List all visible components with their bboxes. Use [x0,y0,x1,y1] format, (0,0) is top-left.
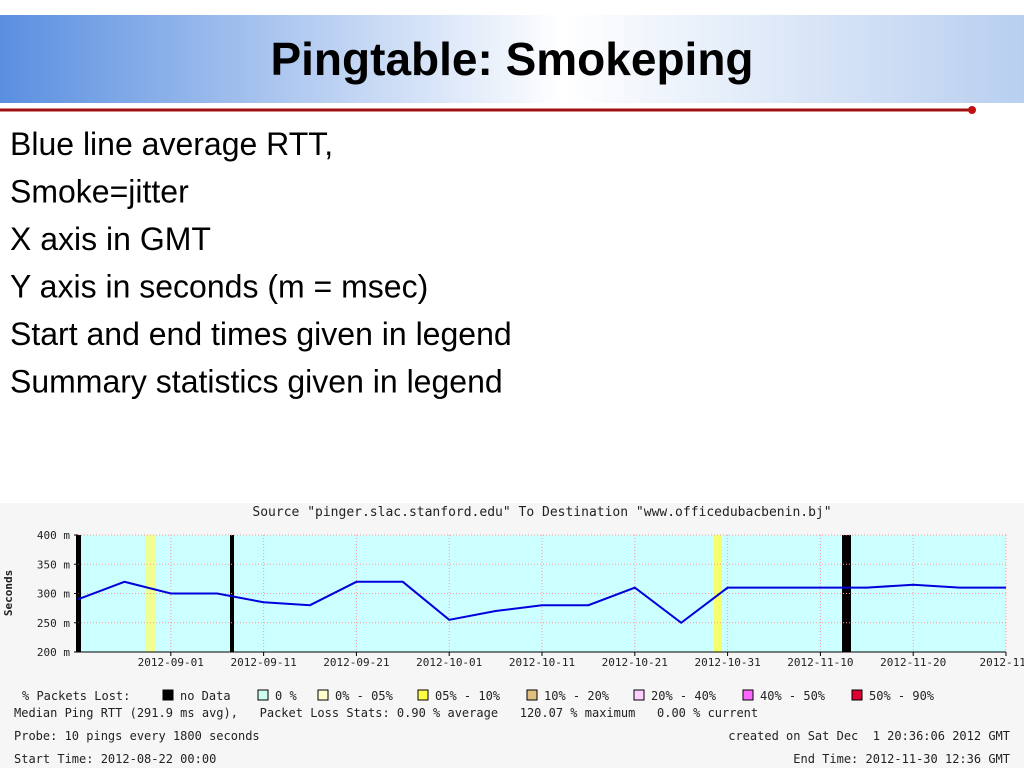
bullet: X axis in GMT [10,221,211,257]
header-band [0,15,1024,103]
bullet: Y axis in seconds (m = msec) [10,269,428,305]
chart: Source "pinger.slac.stanford.edu" To Des… [2,505,1024,766]
legend-label: 05% - 10% [435,689,501,703]
y-tick-label: 400 m [37,529,70,542]
x-tick-label: 2012-11-20 [880,656,946,669]
x-tick-label: 2012-10-01 [416,656,482,669]
legend-label: no Data [180,689,231,703]
legend-swatch [317,689,329,701]
bullet: Start and end times given in legend [10,316,512,352]
legend-swatch [851,689,863,701]
legend-swatch [162,689,174,701]
legend-label: 0% - 05% [335,689,394,703]
x-tick-label: 2012-09-11 [230,656,296,669]
y-tick-label: 250 m [37,617,70,630]
bullets: Blue line average RTT, Smoke=jitter X axis… [10,126,512,400]
legend-title: % Packets Lost: [22,689,130,703]
bullet: Smoke=jitter [10,174,189,210]
x-tick-label: 2012-11- [980,656,1024,669]
legend-label: 0 % [275,689,297,703]
rtt-line [77,580,1006,625]
x-tick-label: 2012-11-10 [787,656,853,669]
start-time: Start Time: 2012-08-22 00:00 [14,752,216,766]
legend-label: 40% - 50% [760,689,826,703]
legend-swatch [417,689,429,701]
chart-title: Source "pinger.slac.stanford.edu" To Des… [252,505,831,520]
legend-swatch [526,689,538,701]
x-tick-label: 2012-10-21 [602,656,668,669]
bullet: Blue line average RTT, [10,126,333,162]
probe: Probe: 10 pings every 1800 seconds [14,729,260,743]
legend-swatch [633,689,645,701]
created: created on Sat Dec 1 20:36:06 2012 GMT [728,729,1010,743]
legend-label: 10% - 20% [544,689,610,703]
y-axis-label: Seconds [2,570,15,616]
bullet: Summary statistics given in legend [10,364,503,400]
y-tick-label: 200 m [37,646,70,659]
y-tick-label: 300 m [37,588,70,601]
y-tick-label: 350 m [37,558,70,571]
x-tick-label: 2012-10-11 [509,656,575,669]
divider-dot [968,106,976,114]
x-tick-label: 2012-09-21 [323,656,389,669]
end-time: End Time: 2012-11-30 12:36 GMT [793,752,1010,766]
stats: Median Ping RTT (291.9 ms avg), Packet L… [14,706,758,720]
legend-swatch [257,689,269,701]
legend-label: 50% - 90% [869,689,935,703]
legend-label: 20% - 40% [651,689,717,703]
x-tick-label: 2012-10-31 [694,656,760,669]
slide-title: Pingtable: Smokeping [270,33,753,85]
x-tick-label: 2012-09-01 [138,656,204,669]
legend-swatch [742,689,754,701]
